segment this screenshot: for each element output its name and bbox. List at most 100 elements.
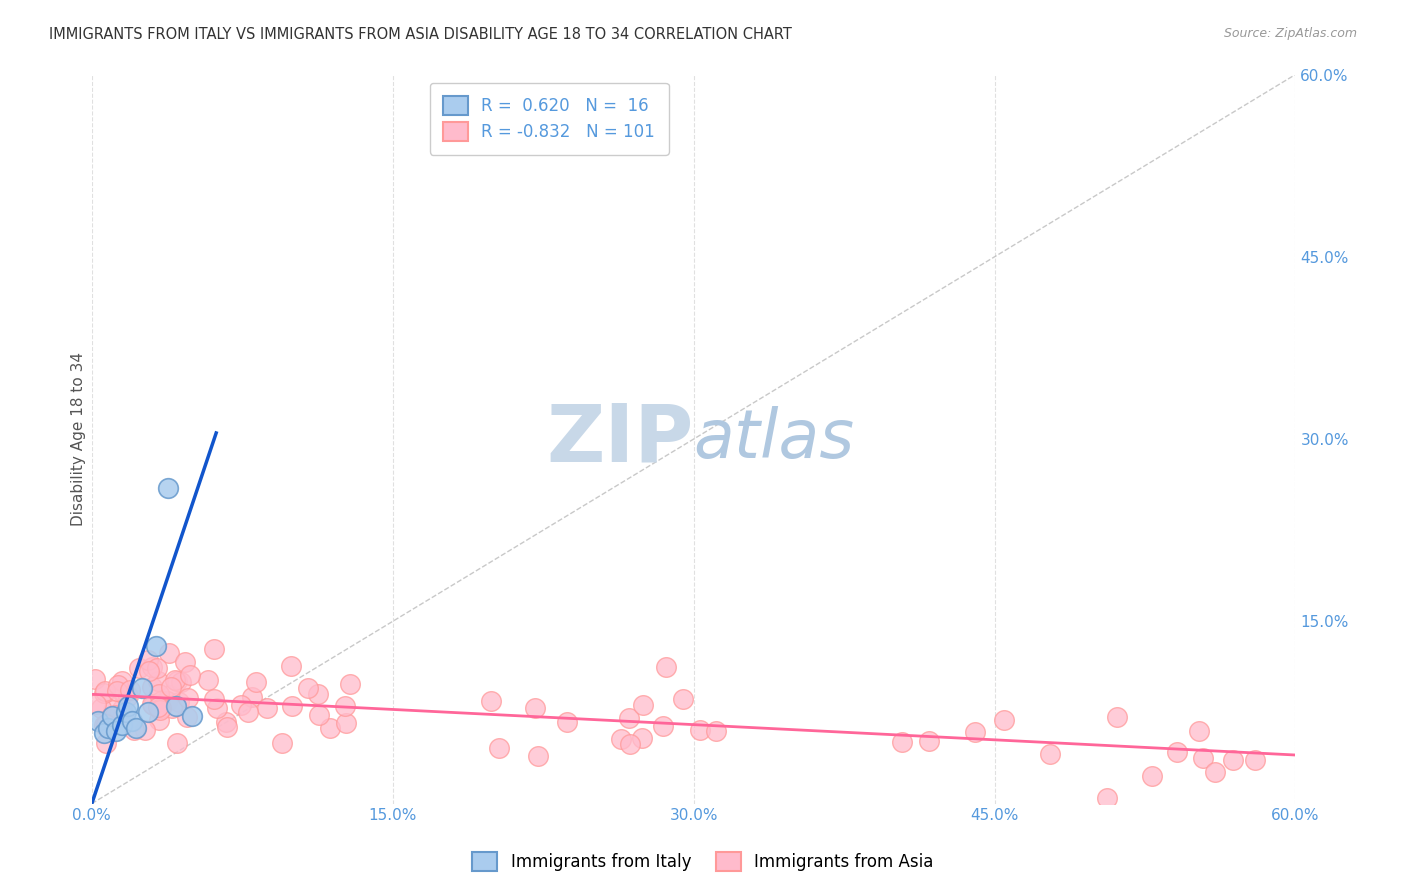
Point	[134, 723, 156, 738]
Point	[307, 687, 329, 701]
Point	[280, 659, 302, 673]
Point	[672, 691, 695, 706]
Point	[205, 700, 228, 714]
Point	[167, 695, 190, 709]
Point	[1166, 745, 1188, 759]
Point	[121, 714, 143, 728]
Point	[136, 706, 159, 720]
Point	[145, 639, 167, 653]
Point	[1222, 753, 1244, 767]
Point	[138, 664, 160, 678]
Point	[115, 706, 138, 720]
Point	[238, 705, 260, 719]
Point	[1188, 723, 1211, 738]
Point	[111, 707, 134, 722]
Point	[655, 659, 678, 673]
Point	[146, 700, 169, 714]
Text: Source: ZipAtlas.com: Source: ZipAtlas.com	[1223, 27, 1357, 40]
Point	[240, 690, 263, 704]
Point	[177, 691, 200, 706]
Point	[1192, 751, 1215, 765]
Point	[333, 699, 356, 714]
Point	[197, 673, 219, 687]
Point	[148, 713, 170, 727]
Point	[179, 668, 201, 682]
Point	[281, 698, 304, 713]
Point	[166, 674, 188, 689]
Point	[93, 726, 115, 740]
Point	[148, 687, 170, 701]
Point	[335, 715, 357, 730]
Point	[1243, 753, 1265, 767]
Point	[319, 721, 342, 735]
Point	[1140, 769, 1163, 783]
Point	[94, 684, 117, 698]
Legend: R =  0.620   N =  16, R = -0.832   N = 101: R = 0.620 N = 16, R = -0.832 N = 101	[430, 83, 669, 154]
Point	[1204, 765, 1226, 780]
Point	[118, 682, 141, 697]
Point	[146, 674, 169, 689]
Point	[215, 719, 238, 733]
Point	[169, 675, 191, 690]
Point	[176, 710, 198, 724]
Point	[150, 694, 173, 708]
Point	[1038, 747, 1060, 761]
Point	[479, 694, 502, 708]
Point	[245, 675, 267, 690]
Point	[111, 717, 134, 731]
Point	[619, 737, 641, 751]
Point	[96, 736, 118, 750]
Text: IMMIGRANTS FROM ITALY VS IMMIGRANTS FROM ASIA DISABILITY AGE 18 TO 34 CORRELATIO: IMMIGRANTS FROM ITALY VS IMMIGRANTS FROM…	[49, 27, 792, 42]
Point	[112, 686, 135, 700]
Point	[141, 698, 163, 712]
Point	[890, 735, 912, 749]
Point	[125, 721, 148, 735]
Point	[160, 701, 183, 715]
Point	[101, 709, 124, 723]
Point	[704, 724, 727, 739]
Point	[156, 694, 179, 708]
Point	[157, 481, 180, 495]
Point	[111, 701, 134, 715]
Point	[181, 709, 204, 723]
Point	[202, 642, 225, 657]
Point	[105, 684, 128, 698]
Point	[84, 673, 107, 687]
Point	[141, 659, 163, 673]
Point	[339, 677, 361, 691]
Point	[617, 711, 640, 725]
Point	[202, 692, 225, 706]
Point	[215, 715, 238, 730]
Point	[527, 748, 550, 763]
Point	[131, 681, 153, 696]
Point	[94, 716, 117, 731]
Point	[609, 731, 631, 746]
Point	[142, 698, 165, 712]
Text: ZIP: ZIP	[547, 401, 693, 478]
Point	[104, 707, 127, 722]
Point	[159, 688, 181, 702]
Point	[174, 656, 197, 670]
Point	[93, 718, 115, 732]
Point	[96, 716, 118, 731]
Point	[166, 736, 188, 750]
Point	[271, 736, 294, 750]
Point	[555, 714, 578, 729]
Point	[631, 731, 654, 745]
Legend: Immigrants from Italy, Immigrants from Asia: Immigrants from Italy, Immigrants from A…	[464, 843, 942, 880]
Point	[651, 719, 673, 733]
Point	[231, 698, 253, 712]
Point	[918, 734, 941, 748]
Point	[84, 697, 107, 711]
Y-axis label: Disability Age 18 to 34: Disability Age 18 to 34	[72, 352, 86, 526]
Point	[117, 689, 139, 703]
Point	[965, 725, 987, 739]
Point	[524, 701, 547, 715]
Point	[149, 702, 172, 716]
Point	[159, 680, 181, 694]
Point	[689, 723, 711, 738]
Point	[631, 698, 654, 713]
Point	[256, 701, 278, 715]
Point	[993, 713, 1015, 727]
Point	[141, 681, 163, 695]
